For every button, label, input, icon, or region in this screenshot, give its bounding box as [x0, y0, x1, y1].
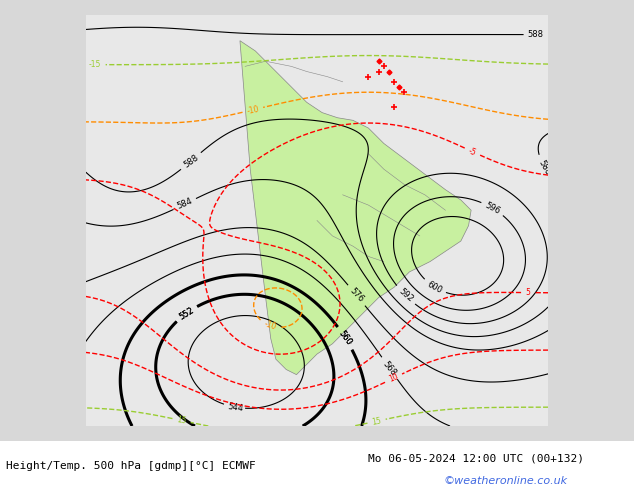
Text: 552: 552: [178, 305, 195, 321]
Text: 10: 10: [387, 372, 399, 384]
Text: 560: 560: [337, 329, 354, 347]
Text: 544: 544: [228, 402, 244, 413]
Text: 584: 584: [176, 197, 194, 211]
Text: 552: 552: [178, 305, 195, 321]
Text: ©weatheronline.co.uk: ©weatheronline.co.uk: [444, 476, 568, 486]
Text: 588: 588: [536, 158, 552, 177]
Text: 568: 568: [381, 359, 398, 377]
Text: 588: 588: [528, 30, 544, 39]
Text: Height/Temp. 500 hPa [gdmp][°C] ECMWF: Height/Temp. 500 hPa [gdmp][°C] ECMWF: [6, 461, 256, 470]
Text: 596: 596: [483, 200, 501, 216]
Text: 15: 15: [371, 416, 382, 426]
Text: 592: 592: [397, 287, 415, 304]
Text: 588: 588: [182, 153, 200, 170]
Text: -5: -5: [467, 146, 477, 157]
Text: 600: 600: [425, 279, 444, 295]
Text: -15: -15: [89, 60, 101, 69]
Text: 15: 15: [176, 415, 187, 426]
Text: 5: 5: [526, 288, 531, 297]
Text: -10: -10: [262, 319, 277, 332]
Text: 560: 560: [337, 329, 354, 347]
Text: Mo 06-05-2024 12:00 UTC (00+132): Mo 06-05-2024 12:00 UTC (00+132): [368, 453, 584, 463]
Polygon shape: [240, 41, 471, 375]
Text: 576: 576: [348, 287, 365, 304]
Text: -10: -10: [246, 104, 260, 116]
